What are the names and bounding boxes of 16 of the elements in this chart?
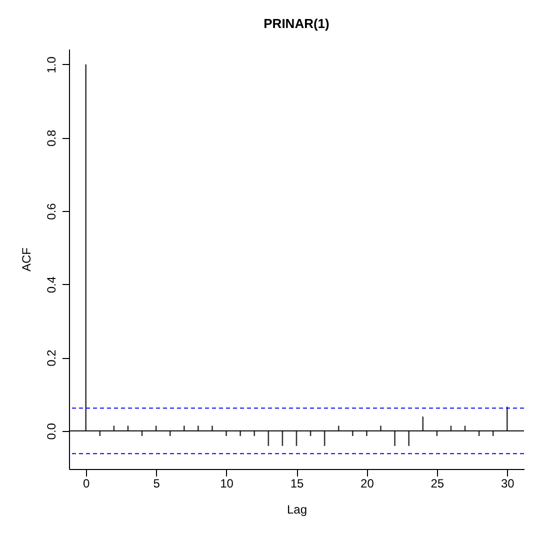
y-tick-label: 1.0 <box>44 56 58 74</box>
chart-title: PRINAR(1) <box>264 16 330 31</box>
x-tick-label: 5 <box>153 476 160 490</box>
y-tick-label: 0.2 <box>44 349 58 366</box>
y-tick-label: 0.4 <box>44 276 58 294</box>
x-tick-label: 20 <box>360 476 374 490</box>
y-tick-label: 0.0 <box>44 422 58 440</box>
y-tick-label: 0.6 <box>44 202 58 220</box>
x-tick-label: 30 <box>500 476 515 490</box>
x-tick-label: 0 <box>83 476 90 490</box>
y-axis-title: ACF <box>20 248 34 272</box>
x-tick-label: 10 <box>220 476 234 490</box>
y-tick-label: 0.8 <box>44 130 58 147</box>
x-tick-label: 15 <box>290 476 304 490</box>
x-axis-title: Lag <box>286 502 308 516</box>
x-tick-label: 25 <box>430 476 444 490</box>
